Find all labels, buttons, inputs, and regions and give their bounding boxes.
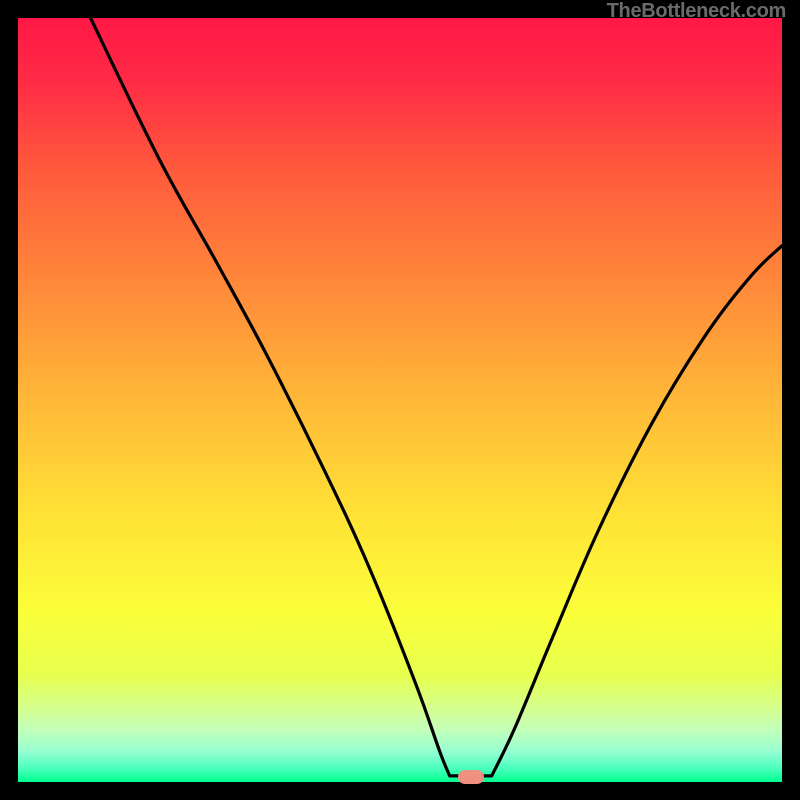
curve-path — [91, 18, 782, 776]
optimum-marker — [458, 770, 484, 784]
chart-frame: TheBottleneck.com — [0, 0, 800, 800]
bottleneck-curve — [18, 18, 782, 782]
plot-area — [18, 18, 782, 782]
watermark-label: TheBottleneck.com — [607, 0, 786, 23]
